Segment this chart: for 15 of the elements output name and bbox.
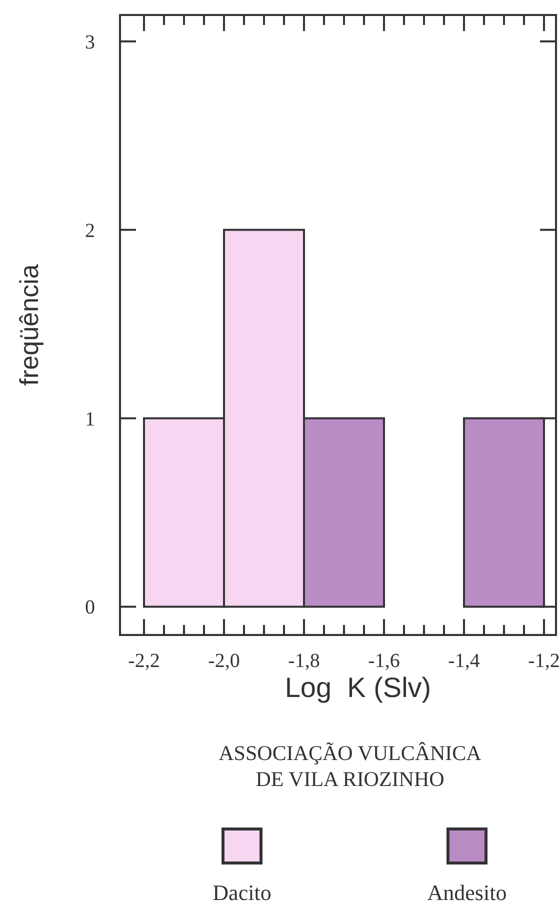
legend-label: Andesito (427, 880, 507, 905)
x-tick-label: -1,4 (448, 650, 480, 672)
x-axis-title: Log K (Slv) (284, 672, 432, 703)
x-tick-label: -2,2 (128, 650, 160, 672)
x-tick-label: -1,8 (288, 650, 320, 672)
x-tick-label: -1,2 (528, 650, 560, 672)
legend-label: Dacito (212, 880, 272, 905)
y-tick-label: 2 (85, 220, 95, 242)
x-tick-label: -1,6 (368, 650, 400, 672)
legend-title: ASSOCIAÇÃO VULCÂNICA DE VILA RIOZINHO (218, 741, 482, 791)
y-tick-label: 0 (85, 596, 95, 619)
y-tick-label: 3 (85, 31, 95, 54)
x-tick-label: -2,0 (208, 650, 240, 672)
y-axis-title: freqüência (14, 264, 44, 386)
y-tick-label: 1 (85, 408, 95, 430)
